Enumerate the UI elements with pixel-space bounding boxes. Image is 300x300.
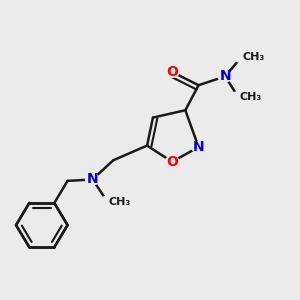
Text: CH₃: CH₃ bbox=[109, 196, 131, 206]
Text: CH₃: CH₃ bbox=[240, 92, 262, 102]
Ellipse shape bbox=[234, 52, 248, 63]
Text: N: N bbox=[193, 140, 204, 154]
Ellipse shape bbox=[165, 67, 179, 77]
Ellipse shape bbox=[100, 196, 114, 207]
Text: N: N bbox=[219, 69, 231, 83]
Ellipse shape bbox=[191, 142, 206, 152]
Text: CH₃: CH₃ bbox=[243, 52, 265, 62]
Text: O: O bbox=[166, 155, 178, 169]
Ellipse shape bbox=[218, 71, 232, 82]
Text: O: O bbox=[166, 65, 178, 79]
Ellipse shape bbox=[231, 92, 245, 102]
Ellipse shape bbox=[165, 157, 179, 167]
Text: N: N bbox=[87, 172, 98, 186]
Ellipse shape bbox=[85, 174, 100, 185]
